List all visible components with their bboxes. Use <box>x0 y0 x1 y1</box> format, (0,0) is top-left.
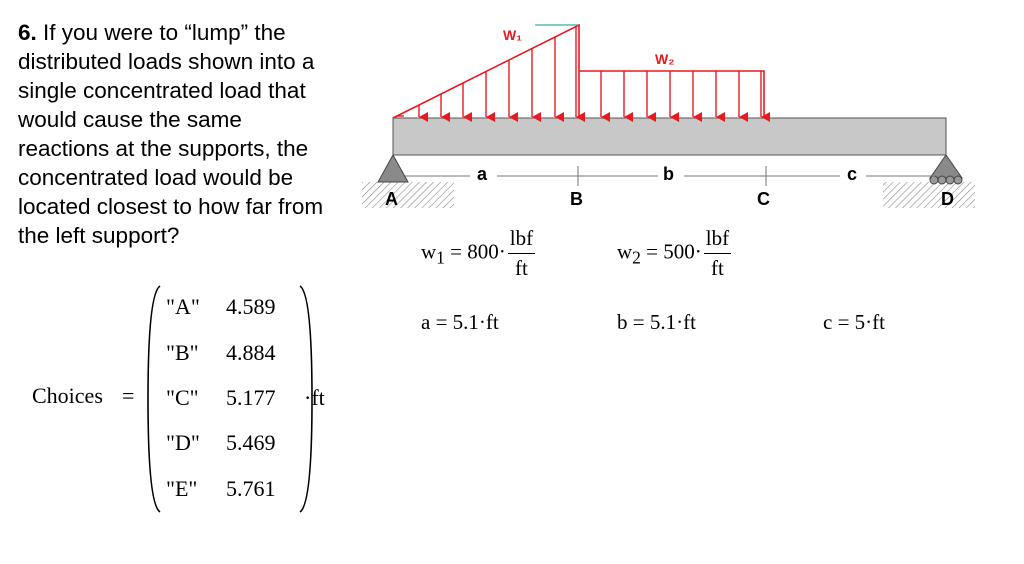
pin-support-a <box>377 153 409 183</box>
choices-unit: ·ft <box>304 385 325 410</box>
matrix-brackets <box>147 285 313 513</box>
span-label-c: c <box>847 164 857 184</box>
load-label-w2: W₂ <box>655 51 674 67</box>
span-label-a: a <box>477 164 488 184</box>
question-body: If you were to “lump” the distributed lo… <box>18 20 324 248</box>
load-label-w1: W₁ <box>503 27 522 43</box>
distributed-load-w2 <box>579 70 770 122</box>
given-w2: w2 = 500· lbf ft <box>617 226 732 280</box>
given-a: a = 5.1·ft <box>421 310 499 334</box>
choice-row: "A" 4.589 <box>166 294 276 319</box>
given-b: b = 5.1·ft <box>617 310 696 334</box>
given-c: c = 5·ft <box>823 310 885 334</box>
given-w1: w1 = 800· lbf ft <box>421 226 536 280</box>
choice-row: "B" 4.884 <box>166 340 276 365</box>
point-label-a: A <box>385 189 398 209</box>
point-label-b: B <box>570 189 583 209</box>
beam <box>392 117 947 156</box>
point-label-d: D <box>941 189 954 209</box>
ground-hatch-right <box>883 182 975 208</box>
choices-matrix: Choices = "A" 4.589 "B" 4.884 "C" 5.177 "D"… <box>30 284 350 514</box>
question-text: 6. If you were to “lump” the distributed… <box>18 18 338 250</box>
point-label-c: C <box>757 189 770 209</box>
roller-support-d <box>929 154 963 185</box>
choice-row: "E" 5.761 <box>166 476 276 501</box>
choices-equals: = <box>122 383 135 408</box>
choice-row: "C" 5.177 <box>166 385 276 410</box>
dimension-line <box>405 166 935 186</box>
distributed-load-w1 <box>392 23 585 122</box>
span-label-b: b <box>663 164 674 184</box>
choices-label: Choices <box>32 383 103 408</box>
choice-row: "D" 5.469 <box>166 430 276 455</box>
ground-hatch-left <box>362 182 454 208</box>
question-number: 6. <box>18 20 37 45</box>
